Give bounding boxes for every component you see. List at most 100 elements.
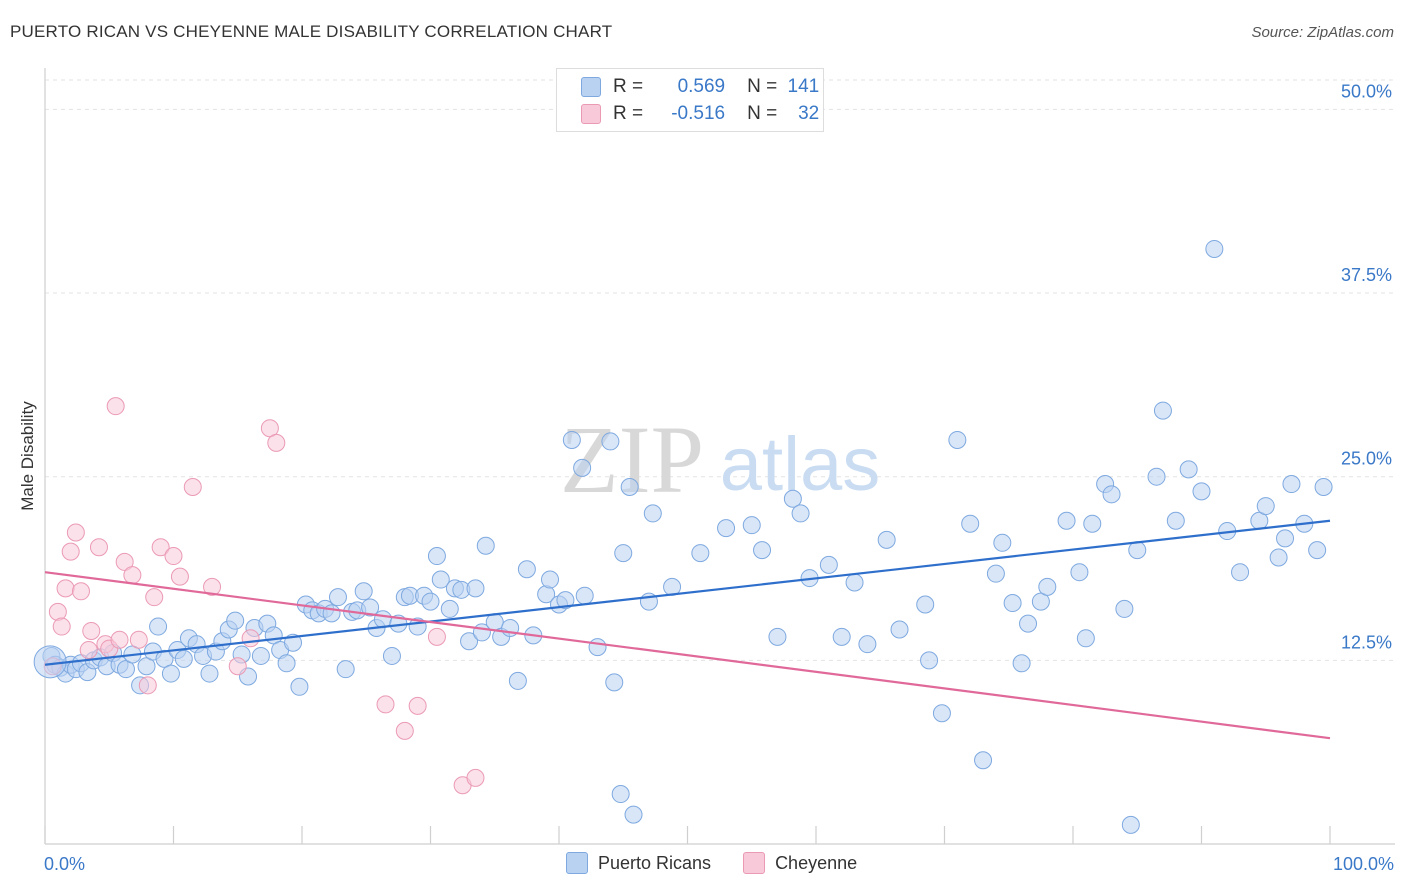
data-point <box>643 504 662 523</box>
data-point <box>226 611 245 630</box>
data-point <box>717 519 736 538</box>
data-point <box>149 617 168 636</box>
data-point <box>575 586 594 605</box>
data-point <box>440 599 459 618</box>
data-point <box>56 579 75 598</box>
data-point <box>79 641 98 660</box>
legend-label: Puerto Ricans <box>598 852 712 873</box>
trend-line <box>44 519 1331 666</box>
data-point <box>920 651 939 670</box>
data-point <box>1102 485 1121 504</box>
data-point <box>115 552 134 571</box>
data-point <box>123 566 142 585</box>
data-point <box>791 504 810 523</box>
data-point <box>1192 482 1211 501</box>
legend-swatch-pink <box>743 852 766 874</box>
data-point <box>588 638 607 657</box>
data-point <box>1256 497 1275 516</box>
data-point <box>1057 511 1076 530</box>
y-axis-label: Male Disability <box>18 401 37 511</box>
data-point <box>82 621 101 640</box>
data-point-cluster <box>33 645 67 679</box>
data-point <box>395 721 414 740</box>
data-point <box>819 555 838 574</box>
data-point <box>1166 511 1185 530</box>
data-point <box>476 536 495 555</box>
x-tick-label: 100.0% <box>1333 854 1394 874</box>
legend-item-cheyenne[interactable]: Cheyenne <box>743 852 857 874</box>
data-point <box>161 664 180 683</box>
data-point <box>1308 541 1327 560</box>
data-point <box>174 649 193 668</box>
data-point <box>1115 599 1134 618</box>
data-point <box>267 433 286 452</box>
watermark: ZIP atlas <box>560 406 880 513</box>
data-point <box>614 544 633 563</box>
data-point <box>556 591 575 610</box>
data-point <box>541 570 560 589</box>
data-point <box>1179 460 1198 479</box>
y-tick-label: 25.0% <box>1341 449 1392 469</box>
x-tick-label: 0.0% <box>44 854 85 874</box>
data-point <box>361 598 380 617</box>
data-point <box>1153 401 1172 420</box>
data-point <box>1083 514 1102 533</box>
data-point <box>408 696 427 715</box>
data-point <box>71 582 90 601</box>
chart-title: PUERTO RICAN VS CHEYENNE MALE DISABILITY… <box>10 22 613 41</box>
n-label: N = <box>747 76 778 97</box>
data-point <box>1076 629 1095 648</box>
trend-line <box>44 571 1331 740</box>
data-point <box>421 592 440 611</box>
legend-label: Cheyenne <box>775 852 858 873</box>
data-point <box>1314 477 1333 496</box>
data-point <box>611 785 630 804</box>
data-point <box>138 676 157 695</box>
data-point <box>620 477 639 496</box>
data-point <box>110 630 129 649</box>
data-point <box>466 579 485 598</box>
data-point <box>66 523 85 542</box>
data-point <box>742 516 761 535</box>
legend-item-puerto-ricans[interactable]: Puerto Ricans <box>566 852 711 874</box>
data-point <box>993 533 1012 552</box>
data-point <box>328 588 347 607</box>
series-legend: Puerto Ricans Cheyenne <box>566 852 889 874</box>
data-point <box>129 630 148 649</box>
data-point <box>961 514 980 533</box>
grid-lines <box>45 79 1395 661</box>
data-point <box>858 635 877 654</box>
r-label: R = <box>613 76 644 97</box>
data-point <box>573 458 592 477</box>
data-point <box>1121 815 1140 834</box>
data-point <box>562 430 581 449</box>
data-point <box>768 627 787 646</box>
data-point <box>241 629 260 648</box>
data-point <box>986 564 1005 583</box>
data-point <box>151 538 170 557</box>
data-point <box>170 567 189 586</box>
data-point <box>200 664 219 683</box>
r-value: 0.569 <box>677 76 726 97</box>
data-point <box>1128 541 1147 560</box>
data-point <box>106 397 125 416</box>
data-point <box>1269 548 1288 567</box>
data-point <box>508 671 527 690</box>
legend-row-puerto-ricans: R = 0.569 N = 141 <box>581 76 819 98</box>
data-point <box>466 768 485 787</box>
data-point <box>1003 594 1022 613</box>
r-value: -0.516 <box>671 103 726 124</box>
legend-swatch-blue <box>566 852 588 874</box>
data-point <box>753 541 772 560</box>
data-point <box>290 677 309 696</box>
legend-row-cheyenne: R = -0.516 N = 32 <box>581 103 819 125</box>
data-point <box>427 627 446 646</box>
data-point <box>427 547 446 566</box>
data-point <box>251 646 270 665</box>
data-point <box>890 620 909 639</box>
data-point <box>1012 654 1031 673</box>
n-value: 141 <box>787 76 820 97</box>
data-point <box>354 582 373 601</box>
data-points <box>33 239 1333 834</box>
correlation-legend: R = 0.569 N = 141 R = -0.516 N = 32 <box>556 68 824 132</box>
